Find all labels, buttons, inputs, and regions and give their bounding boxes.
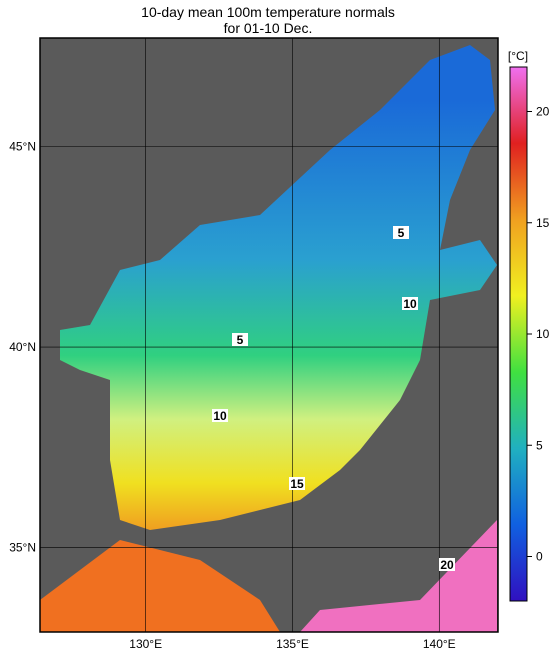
- contour-label: 10: [213, 409, 227, 423]
- subtitle: for 01-10 Dec.: [224, 20, 313, 36]
- contour-label-box: [393, 226, 409, 239]
- title: 10-day mean 100m temperature normals: [141, 4, 395, 20]
- map-frame: [39, 37, 499, 633]
- contour-label-box: [212, 409, 228, 422]
- sea: [60, 45, 497, 530]
- contour-label-box: [232, 333, 248, 346]
- x-tick-label: 135°E: [276, 637, 309, 651]
- colorbar: [509, 66, 528, 602]
- colorbar-tick-label: 0: [536, 550, 543, 564]
- contour-label: 5: [398, 226, 405, 240]
- strait-sea: [40, 540, 280, 632]
- y-tick-label: 45°N: [9, 139, 36, 153]
- colorbar-tick-label: 5: [536, 438, 543, 452]
- pacific-sea: [300, 520, 497, 632]
- colorbar-tick-label: 20: [536, 105, 550, 119]
- contour-label: 5: [237, 333, 244, 347]
- y-tick-label: 40°N: [9, 340, 36, 354]
- contour-label: 15: [290, 477, 304, 491]
- contour-label: 10: [403, 297, 417, 311]
- colorbar-tick-label: 15: [536, 216, 550, 230]
- colorbar-unit: [°C]: [508, 49, 528, 63]
- colorbar-tick-label: 10: [536, 327, 550, 341]
- contour-label-box: [289, 477, 305, 490]
- y-tick-label: 35°N: [9, 541, 36, 555]
- x-tick-label: 140°E: [423, 637, 456, 651]
- contour-label: 20: [440, 558, 454, 572]
- x-tick-label: 130°E: [129, 637, 162, 651]
- graticule: [40, 38, 498, 632]
- contour-label-box: [402, 297, 418, 310]
- contour-label-box: [439, 558, 455, 571]
